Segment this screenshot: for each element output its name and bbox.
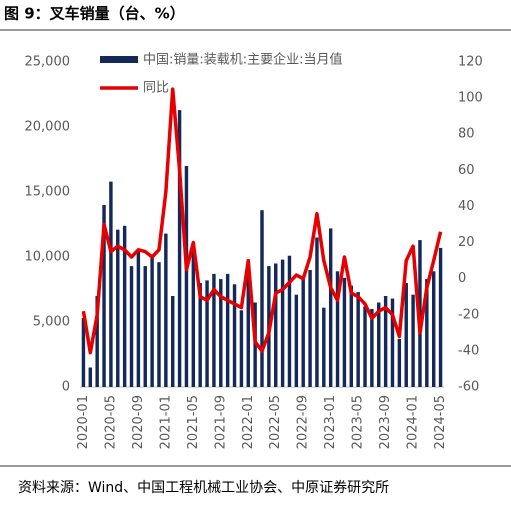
x-tick-label: 2020-09 [131, 395, 146, 449]
x-tick-label: 2022-05 [268, 395, 283, 449]
x-tick-label: 2020-01 [76, 395, 91, 449]
y2-tick-label: 60 [458, 163, 475, 178]
bar [363, 306, 367, 387]
bar [122, 225, 127, 387]
bar [438, 247, 443, 387]
y-tick-label: 0 [62, 380, 70, 395]
bar [102, 205, 106, 387]
y-tick-label: 20,000 [25, 120, 71, 135]
bar [136, 250, 141, 387]
bar [328, 228, 333, 387]
bar [177, 110, 182, 387]
bar [301, 279, 305, 387]
y2-tick-label: 0 [458, 271, 466, 286]
bar [191, 244, 196, 387]
x-tick-label: 2024-05 [433, 395, 448, 449]
bar [315, 237, 319, 387]
bar [232, 284, 237, 387]
bar [157, 262, 161, 387]
bar [274, 263, 278, 387]
bar [205, 280, 209, 387]
bar [370, 309, 374, 387]
bar [280, 259, 285, 387]
bar [397, 338, 402, 387]
bar [150, 254, 154, 387]
x-tick-label: 2023-05 [351, 395, 366, 449]
bar [246, 259, 250, 387]
bar [198, 283, 202, 387]
bar [404, 283, 408, 387]
bar [356, 292, 360, 387]
bar [294, 294, 299, 387]
x-tick-label: 2021-05 [186, 395, 201, 449]
bar [109, 181, 113, 387]
y2-tick-label: -40 [458, 343, 479, 358]
bar [335, 271, 340, 387]
y2-tick-label: 120 [458, 55, 483, 70]
bar [425, 279, 429, 387]
bar [349, 285, 353, 387]
bar [260, 210, 264, 387]
bar [322, 307, 326, 387]
x-tick-label: 2022-01 [241, 395, 256, 449]
bar [88, 367, 93, 387]
bar [342, 277, 347, 387]
y2-tick-label: 80 [458, 127, 475, 142]
x-tick-label: 2021-09 [213, 395, 228, 449]
bar [308, 270, 312, 387]
bar [143, 266, 147, 387]
y2-tick-label: 40 [458, 199, 475, 214]
bar [411, 294, 415, 387]
x-tick-label: 2023-09 [378, 395, 393, 449]
line [81, 87, 443, 355]
legend-swatch [100, 56, 138, 63]
y2-tick-label: 100 [458, 91, 483, 106]
bar [219, 279, 223, 387]
x-tick-label: 2021-01 [158, 395, 173, 449]
y-tick-label: 5,000 [33, 315, 70, 330]
y2-tick-label: -60 [458, 380, 479, 395]
x-tick-label: 2020-05 [103, 395, 118, 449]
x-tick-label: 2022-09 [296, 395, 311, 449]
bar [171, 296, 175, 387]
bar [184, 166, 189, 387]
x-tick-label: 2023-01 [323, 395, 338, 449]
bar [390, 298, 395, 387]
bar [431, 271, 436, 387]
bar [287, 255, 292, 387]
bar [212, 273, 216, 387]
y2-tick-label: 20 [458, 235, 475, 250]
bar [377, 302, 381, 387]
source: 资料来源：Wind、中国工程机械工业协会、中原证券研究所 [18, 480, 389, 496]
legend-label: 同比 [143, 81, 169, 96]
bar [81, 318, 86, 387]
x-tick-label: 2024-01 [406, 395, 421, 449]
bar [225, 273, 230, 387]
y2-tick-label: -20 [458, 307, 479, 322]
bar [164, 233, 168, 387]
chart-title: 图 9：叉车销量（台、%） [4, 5, 185, 23]
y-tick-label: 25,000 [25, 55, 71, 70]
y-tick-label: 10,000 [25, 250, 71, 265]
bar [95, 296, 99, 387]
bar [116, 229, 120, 387]
bar [239, 310, 244, 387]
bar [383, 296, 388, 387]
legend-label: 中国:销量:装载机:主要企业:当月值 [143, 52, 343, 68]
y-tick-label: 15,000 [25, 185, 71, 200]
bar [129, 266, 134, 387]
